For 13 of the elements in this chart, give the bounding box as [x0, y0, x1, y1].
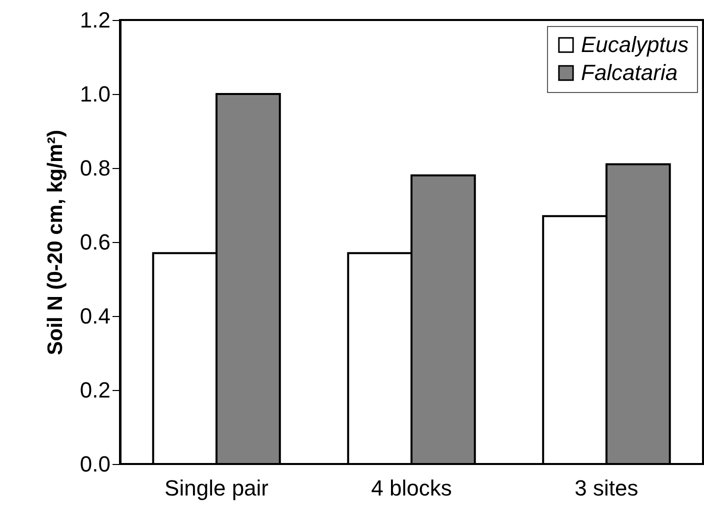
y-tick-label: 1.2: [80, 8, 110, 32]
y-tick-label: 0.0: [80, 452, 110, 476]
x-tick-label: 3 sites: [574, 476, 638, 500]
y-tick-label: 1.0: [80, 82, 110, 106]
legend-label: Eucalyptus: [581, 32, 689, 57]
y-tick-label: 0.8: [80, 156, 110, 180]
x-tick-label: 4 blocks: [371, 476, 452, 500]
x-tick-label: Single pair: [164, 476, 268, 500]
y-tick-label: 0.4: [80, 304, 110, 328]
y-axis-title: Soil N (0-20 cm, kg/m²): [44, 130, 67, 356]
y-tick-label: 0.2: [80, 378, 110, 402]
legend-label: Falcataria: [581, 60, 678, 85]
y-tick-label: 0.6: [80, 230, 110, 254]
